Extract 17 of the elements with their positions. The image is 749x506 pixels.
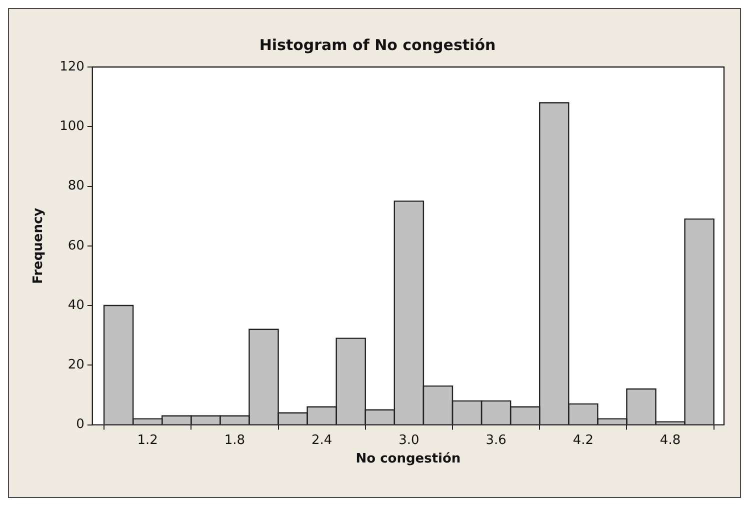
y-tick-label: 120 (60, 59, 84, 74)
x-tick-label: 4.2 (572, 432, 594, 448)
x-tick-label: 1.8 (224, 432, 246, 448)
y-tick-label: 100 (60, 119, 84, 134)
x-tick-label: 4.8 (660, 432, 681, 448)
chart-title: Histogram of No congestión (259, 36, 496, 54)
y-tick-label: 80 (68, 178, 84, 194)
x-tick-label: 1.2 (137, 432, 158, 448)
x-axis-title: No congestión (356, 452, 461, 467)
x-tick-label: 2.4 (311, 432, 332, 448)
y-tick-label: 40 (68, 298, 84, 313)
y-tick-label: 20 (68, 358, 84, 373)
x-tick-label: 3.0 (398, 432, 420, 448)
y-tick-label: 0 (76, 417, 84, 432)
x-tick-label: 3.6 (486, 432, 506, 448)
y-tick-label: 60 (68, 238, 84, 254)
y-axis-title: Frequency (31, 207, 46, 284)
